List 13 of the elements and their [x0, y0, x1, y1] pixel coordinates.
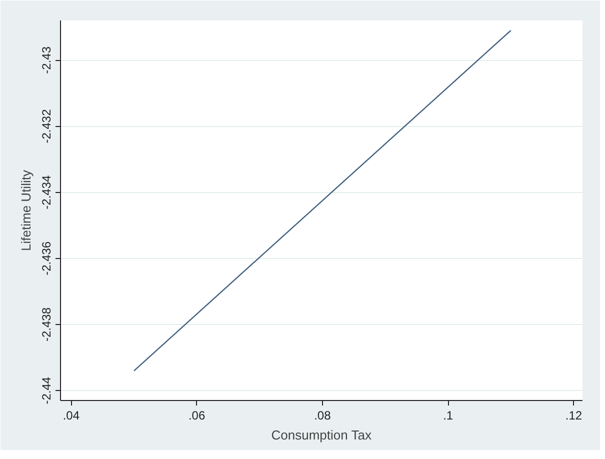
y-tick-label: -2.434	[40, 174, 54, 210]
y-tick-label: -2.44	[40, 376, 54, 404]
x-axis-title: Consumption Tax	[271, 428, 372, 442]
x-tick-label: .06	[188, 408, 206, 422]
x-tick-label: .1	[443, 408, 454, 422]
y-tick-label: -2.436	[40, 241, 54, 276]
y-axis-title: Lifetime Utility	[18, 170, 34, 251]
x-tick-label: .04	[62, 408, 80, 422]
y-tick-label: -2.438	[40, 307, 54, 342]
x-tick-label: .12	[565, 408, 582, 422]
y-tick-label: -2.43	[40, 46, 54, 74]
y-tick-label: -2.432	[40, 108, 54, 144]
x-tick-label: .08	[314, 408, 332, 422]
